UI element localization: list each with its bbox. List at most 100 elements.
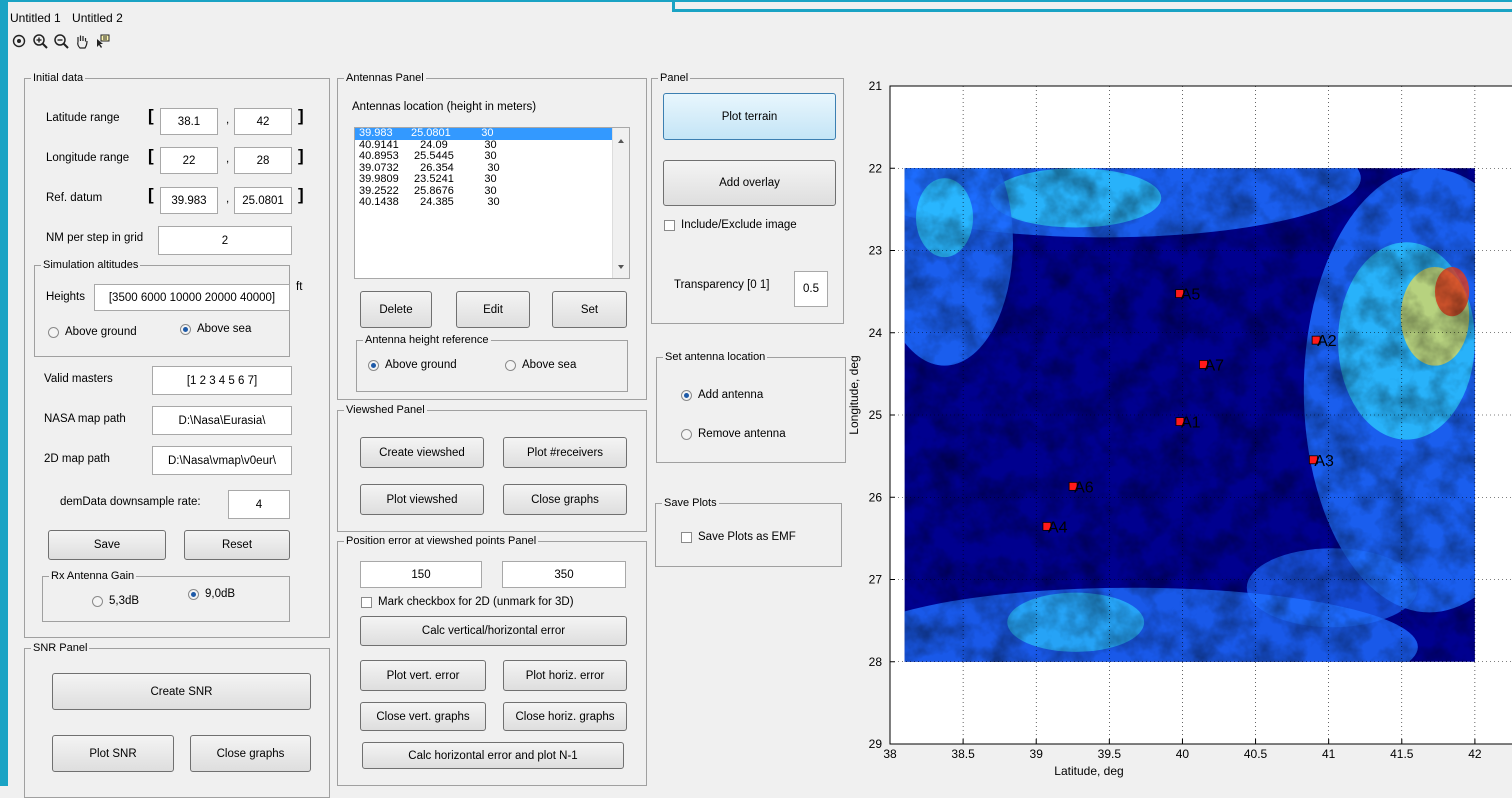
map2d-path-label: 2D map path: [44, 453, 110, 465]
error-param-1-field[interactable]: 150: [360, 561, 482, 588]
comma-separator: ,: [226, 193, 230, 205]
antenna-marker: [1311, 335, 1321, 345]
nasa-map-path-field[interactable]: D:\Nasa\Eurasia\: [152, 406, 292, 435]
menu-untitled-2[interactable]: Untitled 2: [72, 11, 123, 25]
set-antenna-button[interactable]: Set: [552, 291, 627, 328]
viewshed-panel-group: Viewshed Panel: [337, 403, 647, 532]
valid-masters-field[interactable]: [1 2 3 4 5 6 7]: [152, 366, 292, 395]
x-tick-label: 38.5: [951, 747, 975, 761]
data-cursor-icon[interactable]: [94, 32, 112, 50]
longitude-min-field[interactable]: 22: [160, 147, 218, 174]
radio-indicator: [188, 588, 199, 600]
calc-vertical-horizontal-error-button[interactable]: Calc vertical/horizontal error: [360, 616, 627, 646]
close-vert-graphs-button[interactable]: Close vert. graphs: [360, 702, 486, 731]
longitude-max-field[interactable]: 28: [234, 147, 292, 174]
listbox-scrollbar[interactable]: [612, 128, 629, 278]
plot-snr-button[interactable]: Plot SNR: [52, 735, 174, 772]
dem-downsample-field[interactable]: 4: [228, 490, 290, 519]
snr-panel-group: SNR Panel: [24, 641, 330, 798]
antenna-marker: [1175, 289, 1185, 299]
plot-panel-group: Panel: [651, 71, 844, 324]
close-horiz-graphs-button[interactable]: Close horiz. graphs: [503, 702, 627, 731]
antennas-panel-title: Antennas Panel: [344, 71, 426, 85]
plot-receivers-button[interactable]: Plot #receivers: [503, 437, 627, 468]
sim-above-sea-radio[interactable]: Above sea: [180, 323, 251, 335]
gain-5-3db-radio[interactable]: 5,3dB: [92, 595, 139, 607]
simulation-altitudes-title: Simulation altitudes: [41, 258, 141, 272]
mark-2d-checkbox[interactable]: Mark checkbox for 2D (unmark for 3D): [361, 596, 574, 608]
initial-data-group: Initial data: [24, 71, 330, 638]
bracket-open: [: [148, 185, 154, 204]
radio-indicator: [681, 428, 692, 440]
pan-hand-icon[interactable]: [73, 32, 91, 50]
bracket-close: ]: [298, 146, 304, 165]
antenna-marker: [1068, 481, 1078, 491]
save-button[interactable]: Save: [48, 530, 166, 560]
figure-toolbar: [10, 29, 112, 53]
href-above-ground-radio[interactable]: Above ground: [368, 359, 457, 371]
antenna-marker: [1175, 417, 1185, 426]
calc-horizontal-error-n1-button[interactable]: Calc horizontal error and plot N-1: [362, 742, 624, 769]
y-tick-label: 23: [869, 244, 883, 258]
list-item[interactable]: 40.9141 24.09 30: [359, 138, 497, 151]
x-tick-label: 40: [1176, 747, 1190, 761]
remove-antenna-label: Remove antenna: [698, 428, 786, 440]
bracket-open: [: [148, 106, 154, 125]
edit-antenna-button[interactable]: Edit: [456, 291, 530, 328]
gain-9-0db-radio[interactable]: 9,0dB: [188, 588, 235, 600]
zoom-in-icon[interactable]: [31, 32, 49, 50]
save-plots-emf-label: Save Plots as EMF: [698, 531, 796, 543]
ref-datum-lat-field[interactable]: 39.983: [160, 187, 218, 214]
save-plots-emf-checkbox[interactable]: Save Plots as EMF: [681, 531, 796, 543]
x-tick-label: 39: [1030, 747, 1044, 761]
rotate-icon[interactable]: [10, 32, 28, 50]
add-antenna-radio[interactable]: Add antenna: [681, 389, 763, 401]
antenna-marker: [1042, 521, 1052, 531]
comma-separator: ,: [226, 114, 230, 126]
href-above-sea-label: Above sea: [522, 359, 577, 371]
href-above-sea-radio[interactable]: Above sea: [505, 359, 576, 371]
list-item[interactable]: 39.2522 25.8676 30: [359, 184, 497, 197]
include-image-checkbox[interactable]: Include/Exclude image: [664, 219, 797, 231]
reset-button[interactable]: Reset: [184, 530, 290, 560]
add-overlay-button[interactable]: Add overlay: [663, 160, 836, 206]
antenna-marker: [1199, 360, 1208, 369]
list-item[interactable]: 39.983 25.0801 30: [355, 128, 629, 140]
plot-terrain-button[interactable]: Plot terrain: [663, 93, 836, 140]
list-item[interactable]: 39.9809 23.5241 30: [359, 173, 497, 185]
zoom-out-icon[interactable]: [52, 32, 70, 50]
plot-horiz-error-button[interactable]: Plot horiz. error: [503, 660, 627, 691]
x-tick-label: 39.5: [1098, 747, 1122, 761]
feet-unit-label: ft: [296, 281, 303, 293]
list-item[interactable]: 40.1438 24.385 30: [359, 196, 500, 208]
antenna-label: A2: [1317, 333, 1337, 350]
viewshed-close-graphs-button[interactable]: Close graphs: [503, 484, 627, 515]
latitude-max-field[interactable]: 42: [234, 108, 292, 135]
transparency-field[interactable]: 0.5: [794, 271, 828, 307]
error-param-2-field[interactable]: 350: [502, 561, 626, 588]
plot-vert-error-button[interactable]: Plot vert. error: [360, 660, 486, 691]
plot-viewshed-button[interactable]: Plot viewshed: [360, 484, 484, 515]
x-axis-label: Latitude, deg: [1054, 764, 1123, 778]
sim-above-ground-radio[interactable]: Above ground: [48, 326, 137, 338]
list-item[interactable]: 39.0732 26.354 30: [359, 161, 500, 174]
heights-field[interactable]: [3500 6000 10000 20000 40000]: [94, 284, 290, 311]
create-viewshed-button[interactable]: Create viewshed: [360, 437, 484, 468]
nm-per-step-field[interactable]: 2: [158, 226, 292, 255]
window-title-accent: [672, 0, 1512, 12]
radio-indicator: [368, 359, 379, 371]
map2d-path-field[interactable]: D:\Nasa\vmap\v0eur\: [152, 446, 292, 475]
remove-antenna-radio[interactable]: Remove antenna: [681, 428, 786, 440]
radio-indicator: [681, 389, 692, 401]
latitude-min-field[interactable]: 38.1: [160, 108, 218, 135]
delete-antenna-button[interactable]: Delete: [360, 291, 432, 328]
ref-datum-lon-field[interactable]: 25.0801: [234, 187, 292, 214]
antennas-listbox[interactable]: 39.983 25.0801 30 40.9141 24.09 30 40.89…: [354, 127, 630, 279]
menu-untitled-1[interactable]: Untitled 1: [10, 11, 61, 25]
rx-antenna-gain-title: Rx Antenna Gain: [49, 569, 137, 583]
create-snr-button[interactable]: Create SNR: [52, 673, 311, 710]
list-item[interactable]: 40.8953 25.5445 30: [359, 150, 497, 162]
snr-close-graphs-button[interactable]: Close graphs: [190, 735, 311, 772]
radio-indicator: [180, 323, 191, 335]
terrain-plot[interactable]: 3838.53939.54040.54141.54242.52122232425…: [846, 78, 1512, 786]
